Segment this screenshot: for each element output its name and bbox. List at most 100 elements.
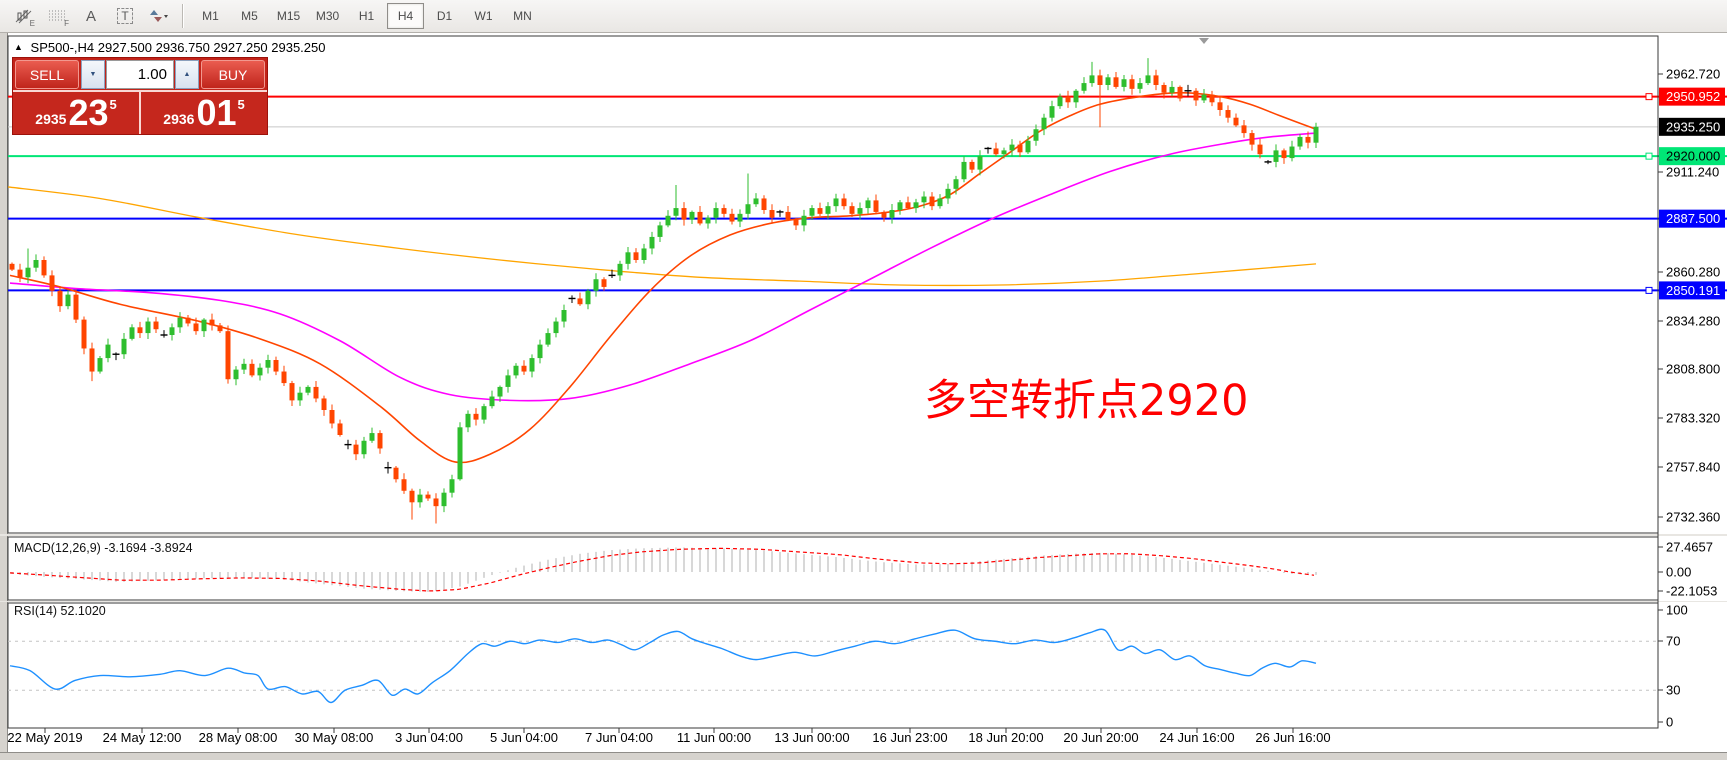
price-label: 2834.280 bbox=[1666, 314, 1720, 329]
candle bbox=[761, 195, 767, 214]
drawing-toolbar: E F A T bbox=[0, 3, 174, 29]
candle bbox=[1041, 113, 1047, 136]
candle bbox=[1073, 88, 1079, 108]
tf-button-M5[interactable]: M5 bbox=[241, 9, 258, 23]
candle bbox=[185, 314, 191, 327]
chart-header: ▲ SP500-,H4 2927.500 2936.750 2927.250 2… bbox=[14, 40, 326, 55]
tf-button-H1[interactable]: H1 bbox=[358, 9, 375, 23]
candle bbox=[361, 436, 367, 459]
ma-mid-line[interactable] bbox=[9, 132, 1317, 402]
buy-price[interactable]: 2936 01 5 bbox=[140, 92, 267, 134]
candle bbox=[257, 363, 263, 381]
volume-input[interactable] bbox=[107, 65, 173, 84]
time-label: 20 Jun 20:00 bbox=[1063, 730, 1138, 745]
candle bbox=[409, 488, 415, 520]
time-label: 26 Jun 16:00 bbox=[1255, 730, 1330, 745]
cycle-arrows-icon[interactable] bbox=[144, 3, 174, 29]
candle bbox=[1049, 100, 1055, 122]
candle bbox=[681, 202, 687, 226]
text-label-icon[interactable]: A bbox=[85, 7, 96, 25]
candle bbox=[849, 202, 855, 218]
time-axis[interactable]: 22 May 2019 24 May 12:00 28 May 08:00 30 Ma… bbox=[7, 728, 1331, 745]
ma-slow-line[interactable] bbox=[7, 186, 1317, 287]
candle bbox=[121, 333, 127, 359]
candle bbox=[281, 365, 287, 386]
candle bbox=[344, 439, 352, 450]
candle bbox=[561, 304, 567, 328]
sell-price-sup: 5 bbox=[109, 97, 117, 112]
panel-divider[interactable] bbox=[0, 534, 1727, 536]
candle bbox=[65, 290, 71, 310]
volume-increase-button[interactable]: ▲ bbox=[175, 60, 199, 89]
candle bbox=[329, 404, 335, 429]
tf-button-D1[interactable]: D1 bbox=[436, 9, 453, 23]
current-price-label: 2935.250 bbox=[1666, 119, 1720, 134]
candle bbox=[1081, 77, 1087, 94]
one-click-trading-panel: SELL ▼ ▲ BUY 2935 23 5 2936 01 5 bbox=[12, 57, 268, 135]
collapse-triangle-icon[interactable]: ▲ bbox=[14, 42, 23, 52]
volume-spinner: ▼ ▲ bbox=[81, 60, 199, 89]
caret-up-icon: ▲ bbox=[183, 71, 191, 78]
sell-price[interactable]: 2935 23 5 bbox=[13, 92, 140, 134]
candle bbox=[1281, 148, 1287, 164]
candle bbox=[984, 146, 992, 154]
sell-price-small: 2935 bbox=[35, 111, 67, 127]
chart-text-annotation[interactable]: 多空转折点2920 bbox=[924, 376, 1249, 426]
hline-handle[interactable] bbox=[1645, 286, 1653, 294]
time-label: 30 May 08:00 bbox=[295, 730, 374, 745]
buy-price-sup: 5 bbox=[237, 97, 245, 112]
tf-button-W1[interactable]: W1 bbox=[474, 9, 493, 23]
candle bbox=[833, 193, 839, 212]
candle bbox=[521, 360, 527, 375]
horizontal-lines bbox=[8, 93, 1727, 294]
candle bbox=[1241, 120, 1247, 138]
candle bbox=[817, 202, 823, 217]
candle bbox=[1184, 84, 1192, 97]
candle bbox=[1089, 61, 1095, 87]
ohlc-values: 2927.500 2936.750 2927.250 2935.250 bbox=[97, 40, 326, 55]
candle bbox=[89, 342, 95, 382]
price-axis[interactable]: 2962.720 2911.240 2860.280 2834.280 2808.800… bbox=[1657, 36, 1725, 730]
candle bbox=[1313, 122, 1319, 149]
tf-button-M1[interactable]: M1 bbox=[202, 9, 219, 23]
rsi-title: RSI(14) 52.1020 bbox=[14, 604, 106, 618]
sell-button[interactable]: SELL bbox=[15, 60, 79, 89]
text-box-icon[interactable]: T bbox=[110, 3, 140, 29]
price-label: 2911.240 bbox=[1666, 165, 1719, 180]
hline-handle[interactable] bbox=[1645, 93, 1653, 101]
sell-price-big: 23 bbox=[68, 92, 109, 133]
candle bbox=[17, 263, 23, 283]
buy-button[interactable]: BUY bbox=[201, 60, 265, 89]
ma-fast-line[interactable] bbox=[9, 91, 1317, 464]
fibonacci-grid-icon[interactable]: F bbox=[42, 3, 72, 29]
candle bbox=[737, 209, 743, 228]
candle bbox=[425, 491, 431, 501]
price-label: 2757.840 bbox=[1666, 460, 1720, 475]
panel-divider[interactable] bbox=[0, 601, 1727, 602]
volume-decrease-button[interactable]: ▼ bbox=[81, 60, 105, 89]
candle bbox=[905, 196, 911, 210]
rsi-panel bbox=[7, 602, 1659, 729]
hline-handle[interactable] bbox=[1645, 152, 1653, 160]
price-label: 100 bbox=[1666, 603, 1688, 618]
tf-button-H4[interactable]: H4 bbox=[387, 3, 424, 29]
hline-price-label: 2950.952 bbox=[1666, 89, 1720, 104]
candle bbox=[497, 385, 503, 402]
time-label: 18 Jun 20:00 bbox=[968, 730, 1043, 745]
candle bbox=[313, 381, 319, 403]
candle bbox=[1257, 138, 1263, 159]
candle bbox=[1137, 78, 1143, 94]
candle bbox=[577, 292, 583, 306]
candle bbox=[169, 323, 175, 341]
tf-button-M15[interactable]: M15 bbox=[276, 9, 301, 23]
candle bbox=[801, 209, 807, 232]
tf-button-MN[interactable]: MN bbox=[513, 9, 532, 23]
current-price-badge bbox=[1659, 117, 1725, 136]
candle bbox=[201, 318, 207, 338]
price-label: 2860.280 bbox=[1666, 265, 1720, 280]
tf-button-M30[interactable]: M30 bbox=[315, 9, 340, 23]
candle bbox=[1129, 74, 1135, 95]
candle bbox=[393, 465, 399, 483]
indicators-icon[interactable]: E bbox=[8, 3, 38, 29]
